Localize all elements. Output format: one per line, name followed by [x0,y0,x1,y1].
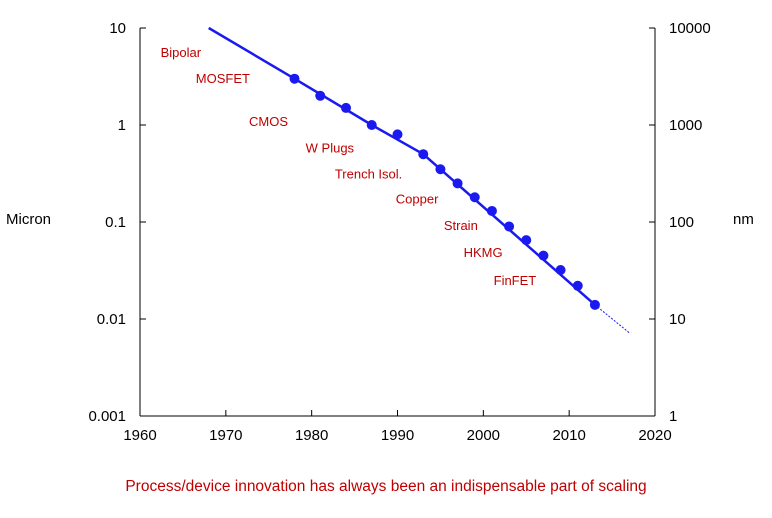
data-point [486,205,497,216]
data-point [555,265,566,276]
data-point [289,73,300,84]
innovation-label: CMOS [249,114,288,129]
x-tick-label: 2000 [467,427,500,444]
data-point [521,235,532,246]
y-tick-label: 1 [118,117,126,134]
innovation-label: Trench Isol. [335,167,402,182]
data-point [366,120,377,130]
y-axis-label: Micron [6,211,51,228]
data-point [418,149,429,160]
data-point [392,129,403,140]
data-point [504,221,515,232]
data-point [341,102,351,113]
x-tick-label: 1990 [381,427,414,444]
data-point [452,178,463,189]
data-markers [289,73,600,310]
data-point [435,164,446,175]
data-point [589,299,600,310]
y-tick-label: 10 [109,20,126,37]
y2-tick-label: 1 [669,408,677,425]
x-tick-label: 1960 [123,427,156,444]
innovation-label: Bipolar [161,45,202,60]
innovation-labels: Bipolar MOSFET CMOS W Plugs Trench Isol. Copp… [161,45,537,288]
axes [139,27,656,417]
y2-tick-label: 10 [669,311,686,328]
y-tick-label: 0.1 [105,214,126,231]
innovation-label: HKMG [464,245,503,260]
data-point [572,280,583,291]
innovation-label: FinFET [494,273,537,288]
innovation-label: MOSFET [196,71,250,86]
y2-axis-label: nm [733,211,754,228]
x-tick-label: 2020 [638,427,671,444]
y-tick-label: 0.001 [88,408,126,425]
x-tick-label: 1980 [295,427,328,444]
innovation-label: Strain [444,218,478,233]
y2-tick-label: 100 [669,214,694,231]
trend-line [208,26,630,334]
tick-labels: 1960 1970 1980 1990 2000 2010 2020 10 1 0.1 0.01 0.… [88,20,710,444]
data-point [469,192,480,203]
feature-size-chart: Bipolar MOSFET CMOS W Plugs Trench Isol. Copp… [6,20,754,444]
trend-line-projection [594,304,630,334]
y2-tick-label: 10000 [669,20,711,37]
y-tick-label: 0.01 [97,311,126,328]
data-point [315,90,326,101]
data-point [538,250,549,261]
innovation-label: Copper [396,192,439,207]
y2-tick-label: 1000 [669,117,702,134]
chart-caption: Process/device innovation has always bee… [125,478,647,495]
x-tick-label: 2010 [552,427,585,444]
x-tick-label: 1970 [209,427,242,444]
innovation-label: W Plugs [306,141,355,156]
